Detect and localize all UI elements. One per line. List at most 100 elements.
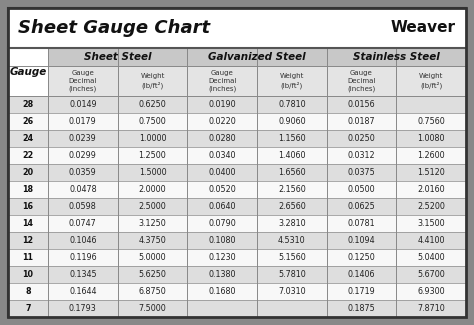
Text: 0.0156: 0.0156 bbox=[348, 100, 375, 109]
Text: 4.3750: 4.3750 bbox=[138, 236, 166, 245]
Bar bbox=[8, 283, 466, 300]
Text: 0.0781: 0.0781 bbox=[348, 219, 375, 228]
Text: 2.6560: 2.6560 bbox=[278, 202, 306, 211]
Text: 0.1793: 0.1793 bbox=[69, 304, 97, 313]
Text: 0.1406: 0.1406 bbox=[348, 270, 375, 279]
Text: Weight
(lb/ft²): Weight (lb/ft²) bbox=[419, 73, 443, 89]
Text: 1.5120: 1.5120 bbox=[417, 168, 445, 177]
Text: 5.0400: 5.0400 bbox=[417, 253, 445, 262]
Text: 11: 11 bbox=[22, 253, 34, 262]
Text: 1.6560: 1.6560 bbox=[278, 168, 306, 177]
Text: 7.5000: 7.5000 bbox=[138, 304, 166, 313]
Bar bbox=[8, 249, 466, 266]
Text: Gauge: Gauge bbox=[9, 67, 46, 77]
Text: 14: 14 bbox=[22, 219, 34, 228]
Text: 16: 16 bbox=[22, 202, 34, 211]
Bar bbox=[187, 48, 327, 66]
Bar bbox=[8, 232, 466, 249]
Text: 0.7810: 0.7810 bbox=[278, 100, 306, 109]
Text: 0.0280: 0.0280 bbox=[209, 134, 236, 143]
Text: 20: 20 bbox=[22, 168, 34, 177]
Text: 5.1560: 5.1560 bbox=[278, 253, 306, 262]
Bar bbox=[327, 66, 466, 96]
Text: 0.1046: 0.1046 bbox=[69, 236, 97, 245]
Text: Galvanized Steel: Galvanized Steel bbox=[208, 52, 306, 62]
Text: 1.2600: 1.2600 bbox=[417, 151, 445, 160]
Bar bbox=[8, 198, 466, 215]
Text: 0.0520: 0.0520 bbox=[208, 185, 236, 194]
Bar bbox=[8, 130, 466, 147]
Text: 26: 26 bbox=[22, 117, 34, 126]
Text: 22: 22 bbox=[22, 151, 34, 160]
Text: 0.0340: 0.0340 bbox=[209, 151, 236, 160]
Text: 2.1560: 2.1560 bbox=[278, 185, 306, 194]
Text: Sheet Gauge Chart: Sheet Gauge Chart bbox=[18, 19, 210, 37]
Text: 1.4060: 1.4060 bbox=[278, 151, 306, 160]
Text: 1.0000: 1.0000 bbox=[139, 134, 166, 143]
Text: 0.0250: 0.0250 bbox=[347, 134, 375, 143]
Text: 0.0187: 0.0187 bbox=[348, 117, 375, 126]
Text: 0.1644: 0.1644 bbox=[69, 287, 97, 296]
Text: 0.0747: 0.0747 bbox=[69, 219, 97, 228]
Text: 0.0220: 0.0220 bbox=[208, 117, 236, 126]
Text: 0.0375: 0.0375 bbox=[347, 168, 375, 177]
Text: 0.0149: 0.0149 bbox=[69, 100, 97, 109]
Bar bbox=[48, 66, 187, 96]
Text: 0.1196: 0.1196 bbox=[69, 253, 97, 262]
Text: 0.1230: 0.1230 bbox=[209, 253, 236, 262]
Text: 10: 10 bbox=[22, 270, 34, 279]
Text: 28: 28 bbox=[22, 100, 34, 109]
Text: Gauge
Decimal
(inches): Gauge Decimal (inches) bbox=[347, 70, 376, 92]
Text: 3.1500: 3.1500 bbox=[417, 219, 445, 228]
Text: 0.0478: 0.0478 bbox=[69, 185, 97, 194]
Text: 0.6250: 0.6250 bbox=[138, 100, 166, 109]
Text: 0.1250: 0.1250 bbox=[347, 253, 375, 262]
Text: 4.4100: 4.4100 bbox=[418, 236, 445, 245]
Text: 5.6250: 5.6250 bbox=[138, 270, 166, 279]
Text: Sheet Steel: Sheet Steel bbox=[84, 52, 151, 62]
Text: 0.0312: 0.0312 bbox=[348, 151, 375, 160]
Bar bbox=[8, 96, 466, 113]
Text: 6.8750: 6.8750 bbox=[138, 287, 166, 296]
Bar bbox=[48, 48, 187, 66]
Text: Gauge
Decimal
(inches): Gauge Decimal (inches) bbox=[208, 70, 237, 92]
Bar bbox=[8, 113, 466, 130]
Text: 6.9300: 6.9300 bbox=[417, 287, 445, 296]
Text: 1.1560: 1.1560 bbox=[278, 134, 306, 143]
Text: 0.1094: 0.1094 bbox=[348, 236, 375, 245]
Text: 2.5200: 2.5200 bbox=[417, 202, 445, 211]
Text: 0.0400: 0.0400 bbox=[209, 168, 236, 177]
Text: Stainless Steel: Stainless Steel bbox=[353, 52, 440, 62]
Text: 0.0500: 0.0500 bbox=[348, 185, 375, 194]
Text: 0.0359: 0.0359 bbox=[69, 168, 97, 177]
Text: 1.5000: 1.5000 bbox=[139, 168, 166, 177]
Text: 0.1680: 0.1680 bbox=[209, 287, 236, 296]
Text: 0.0179: 0.0179 bbox=[69, 117, 97, 126]
Bar bbox=[8, 147, 466, 164]
Text: 7.0310: 7.0310 bbox=[278, 287, 306, 296]
Text: 0.0640: 0.0640 bbox=[209, 202, 236, 211]
Bar bbox=[187, 66, 327, 96]
Text: 12: 12 bbox=[22, 236, 34, 245]
Text: 3.1250: 3.1250 bbox=[138, 219, 166, 228]
Text: Gauge
Decimal
(inches): Gauge Decimal (inches) bbox=[69, 70, 97, 92]
Text: 0.0625: 0.0625 bbox=[347, 202, 375, 211]
Bar bbox=[327, 48, 466, 66]
Text: 2.5000: 2.5000 bbox=[138, 202, 166, 211]
Text: Weight
(lb/ft²): Weight (lb/ft²) bbox=[140, 73, 164, 89]
Text: 0.0790: 0.0790 bbox=[208, 219, 236, 228]
Text: 5.7810: 5.7810 bbox=[278, 270, 306, 279]
Text: 0.1080: 0.1080 bbox=[209, 236, 236, 245]
Bar bbox=[8, 8, 466, 48]
Text: 5.6700: 5.6700 bbox=[417, 270, 445, 279]
Text: 24: 24 bbox=[22, 134, 34, 143]
Bar bbox=[8, 181, 466, 198]
Text: 1.2500: 1.2500 bbox=[138, 151, 166, 160]
Text: 0.1380: 0.1380 bbox=[209, 270, 236, 279]
Text: 2.0000: 2.0000 bbox=[139, 185, 166, 194]
Bar bbox=[8, 300, 466, 317]
Bar bbox=[8, 266, 466, 283]
Text: 3.2810: 3.2810 bbox=[278, 219, 306, 228]
Bar bbox=[8, 215, 466, 232]
Text: 0.0598: 0.0598 bbox=[69, 202, 97, 211]
